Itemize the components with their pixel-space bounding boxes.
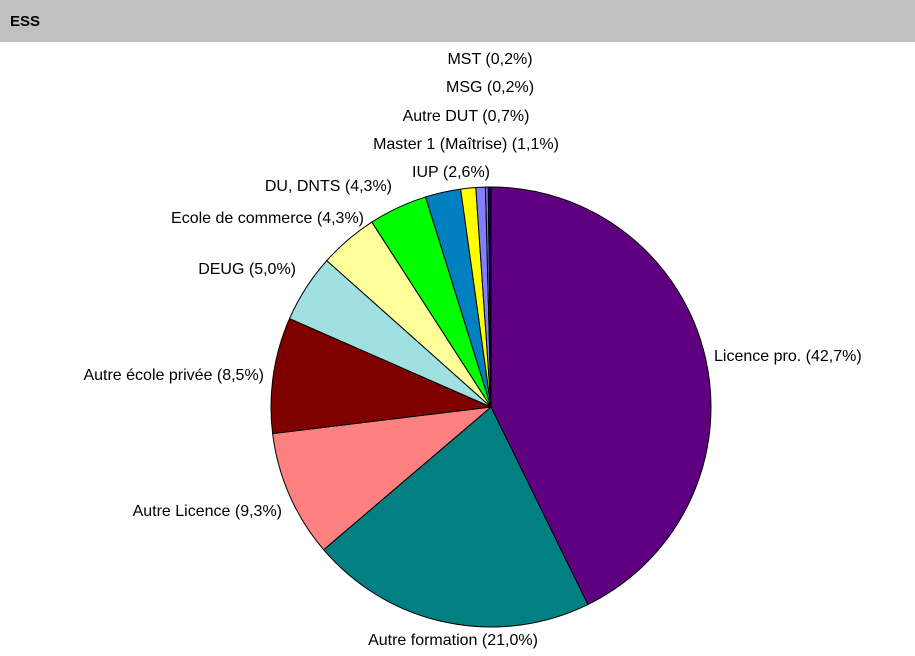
slice-value-label: (0,2%) [485, 51, 532, 68]
pie-slice [270, 317, 493, 435]
slice-value-label: (0,7%) [482, 108, 529, 125]
slice-category: Licence pro. [714, 348, 801, 365]
slice-label: IUP (2,6%) [412, 164, 490, 181]
slice-value-label: (5,0%) [249, 261, 296, 278]
pie-slice [487, 186, 492, 408]
slice-label: Autre formation (21,0%) [368, 632, 538, 649]
slice-category: Master 1 (Maîtrise) [373, 136, 507, 153]
slice-value-label: (21,0%) [482, 632, 538, 649]
slice-category: Autre école privée [83, 367, 212, 384]
slice-value-label: (1,1%) [512, 136, 559, 153]
slice-category: DU, DNTS [265, 178, 341, 195]
slice-category: Autre Licence [133, 503, 231, 520]
header-title: ESS [10, 13, 40, 30]
slice-value-label: (8,5%) [217, 367, 264, 384]
slice-value-label: (42,7%) [806, 348, 862, 365]
slice-category: Ecole de commerce [171, 210, 312, 227]
slice-label: DU, DNTS (4,3%) [265, 178, 392, 195]
slice-label: Autre école privée (8,5%) [83, 367, 264, 384]
slice-label: MSG (0,2%) [446, 79, 534, 96]
slice-category: MST [447, 51, 481, 68]
slice-category: Autre DUT [403, 108, 479, 125]
slice-category: Autre formation [368, 632, 477, 649]
slice-value-label: (4,3%) [345, 178, 392, 195]
slice-value-label: (9,3%) [235, 503, 282, 520]
slice-category: MSG [446, 79, 482, 96]
slice-label: Licence pro. (42,7%) [714, 348, 862, 365]
slice-value-label: (0,2%) [487, 79, 534, 96]
slice-label: Master 1 (Maîtrise) (1,1%) [373, 136, 559, 153]
slice-label: Autre DUT (0,7%) [403, 108, 530, 125]
pie-slice [272, 406, 493, 551]
slice-label: Ecole de commerce (4,3%) [171, 210, 364, 227]
header-bar [0, 0, 915, 42]
slice-value-label: (4,3%) [317, 210, 364, 227]
slice-label: DEUG (5,0%) [198, 261, 296, 278]
slice-label: MST (0,2%) [447, 51, 532, 68]
slice-category: IUP [412, 164, 438, 181]
pie-slice [490, 186, 712, 606]
slice-label: Autre Licence (9,3%) [133, 503, 282, 520]
pie-slice [322, 406, 589, 628]
slice-value-label: (2,6%) [443, 164, 490, 181]
slice-category: DEUG [198, 261, 244, 278]
